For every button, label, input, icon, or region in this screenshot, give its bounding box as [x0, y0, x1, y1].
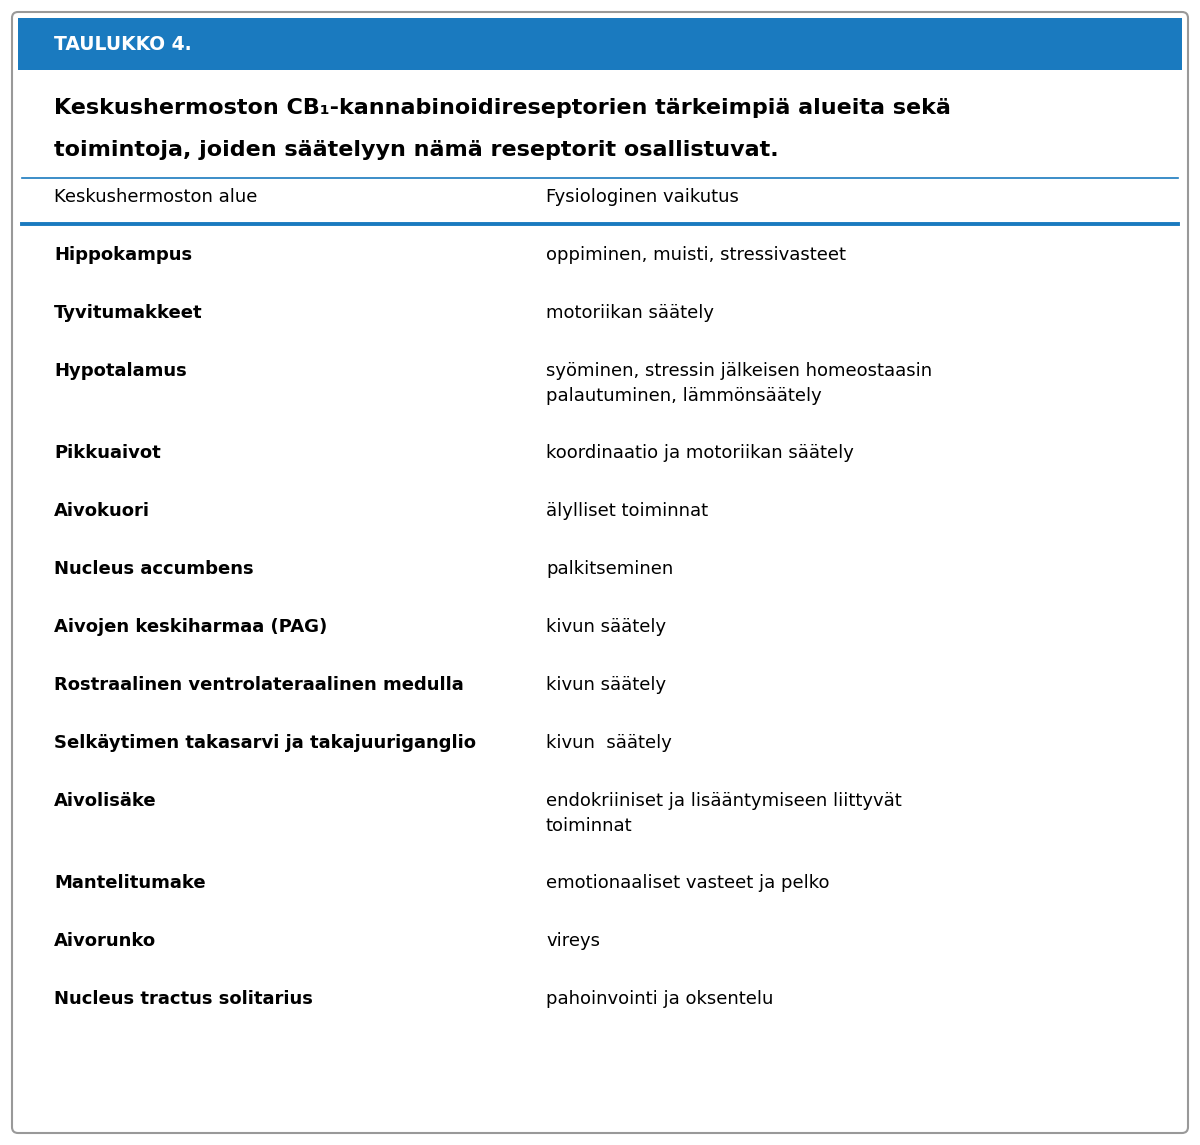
- Text: Nucleus tractus solitarius: Nucleus tractus solitarius: [54, 990, 313, 1008]
- Text: Tyvitumakkeet: Tyvitumakkeet: [54, 305, 203, 322]
- Text: Aivolisäke: Aivolisäke: [54, 792, 157, 810]
- Text: motoriikan säätely: motoriikan säätely: [546, 305, 714, 322]
- Text: Keskushermoston alue: Keskushermoston alue: [54, 188, 257, 206]
- Text: Nucleus accumbens: Nucleus accumbens: [54, 560, 253, 578]
- FancyBboxPatch shape: [12, 11, 1188, 1134]
- Text: Mantelitumake: Mantelitumake: [54, 874, 205, 892]
- Bar: [18, 18, 1182, 70]
- Text: kivun säätely: kivun säätely: [546, 676, 666, 694]
- Text: pahoinvointi ja oksentelu: pahoinvointi ja oksentelu: [546, 990, 773, 1008]
- Text: Aivojen keskiharmaa (PAG): Aivojen keskiharmaa (PAG): [54, 618, 328, 635]
- Text: Pikkuaivot: Pikkuaivot: [54, 444, 161, 461]
- Text: toimintoja, joiden säätelyyn nämä reseptorit osallistuvat.: toimintoja, joiden säätelyyn nämä resept…: [54, 140, 779, 160]
- Text: Fysiologinen vaikutus: Fysiologinen vaikutus: [546, 188, 739, 206]
- Text: emotionaaliset vasteet ja pelko: emotionaaliset vasteet ja pelko: [546, 874, 829, 892]
- Text: kivun säätely: kivun säätely: [546, 618, 666, 635]
- Text: endokriiniset ja lisääntymiseen liittyvät
toiminnat: endokriiniset ja lisääntymiseen liittyvä…: [546, 792, 901, 835]
- Text: TAULUKKO 4.: TAULUKKO 4.: [54, 34, 192, 54]
- Text: kivun  säätely: kivun säätely: [546, 734, 672, 752]
- Text: Aivorunko: Aivorunko: [54, 932, 156, 950]
- Text: Selkäytimen takasarvi ja takajuuriganglio: Selkäytimen takasarvi ja takajuurigangli…: [54, 734, 476, 752]
- Text: Keskushermoston CB₁-kannabinoidireseptorien tärkeimpiä alueita sekä: Keskushermoston CB₁-kannabinoidireseptor…: [54, 98, 950, 118]
- Text: vireys: vireys: [546, 932, 600, 950]
- Text: oppiminen, muisti, stressivasteet: oppiminen, muisti, stressivasteet: [546, 246, 846, 264]
- Text: palkitseminen: palkitseminen: [546, 560, 673, 578]
- Text: älylliset toiminnat: älylliset toiminnat: [546, 502, 708, 520]
- Text: Rostraalinen ventrolateraalinen medulla: Rostraalinen ventrolateraalinen medulla: [54, 676, 463, 694]
- Text: Hypotalamus: Hypotalamus: [54, 362, 187, 380]
- Text: Hippokampus: Hippokampus: [54, 246, 192, 264]
- Text: Aivokuori: Aivokuori: [54, 502, 150, 520]
- Text: koordinaatio ja motoriikan säätely: koordinaatio ja motoriikan säätely: [546, 444, 854, 461]
- Text: syöminen, stressin jälkeisen homeostaasin
palautuminen, lämmönsäätely: syöminen, stressin jälkeisen homeostaasi…: [546, 362, 932, 405]
